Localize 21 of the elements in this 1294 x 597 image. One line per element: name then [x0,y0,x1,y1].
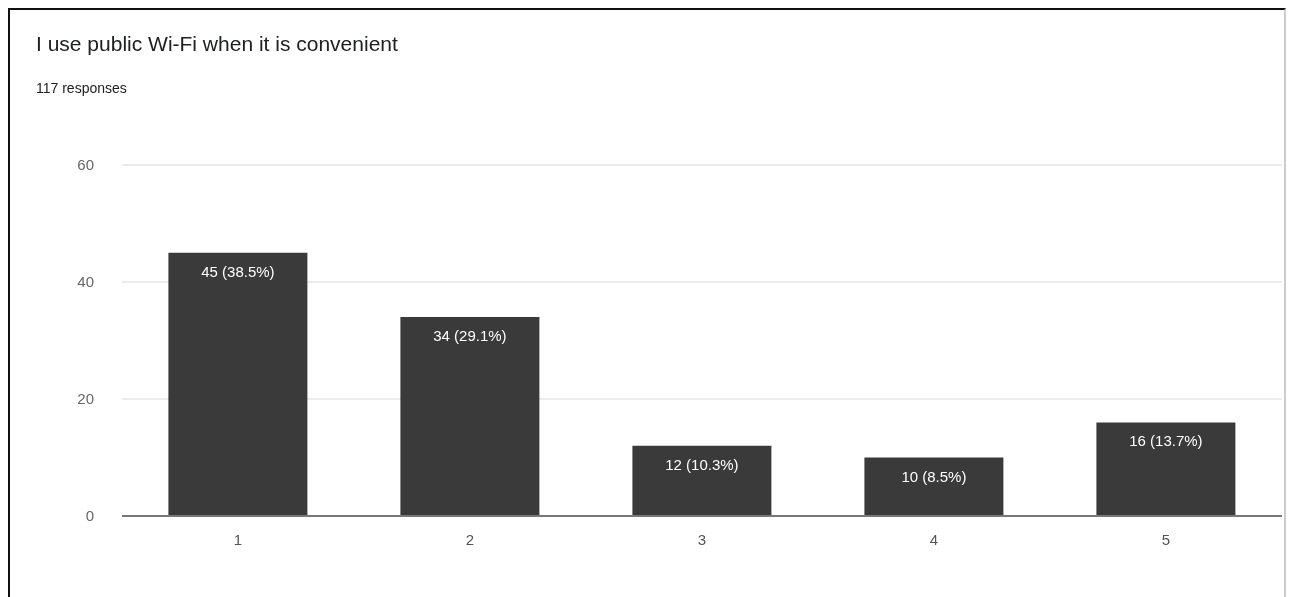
data-label: 45 (38.5%) [201,262,275,280]
bar [1096,422,1236,516]
x-tick-label: 4 [929,530,939,548]
bar [400,317,540,516]
bar [864,457,1004,516]
y-tick-label: 20 [77,390,94,408]
y-tick-label: 60 [77,156,94,174]
data-label: 12 (10.3%) [665,455,739,473]
data-label: 34 (29.1%) [433,327,507,345]
x-tick-label: 2 [465,530,475,548]
chart-title: I use public Wi-Fi when it is convenient [36,32,398,56]
y-tick-label: 40 [77,273,94,291]
data-label: 10 (8.5%) [901,467,967,485]
bar [168,252,308,516]
chart-subtitle: 117 responses [36,80,127,96]
bar [632,445,772,516]
x-tick-label: 5 [1161,530,1171,548]
data-label: 16 (13.7%) [1129,432,1203,450]
x-tick-label: 1 [233,530,243,548]
y-tick-label: 0 [85,507,94,525]
x-tick-label: 3 [697,530,707,548]
